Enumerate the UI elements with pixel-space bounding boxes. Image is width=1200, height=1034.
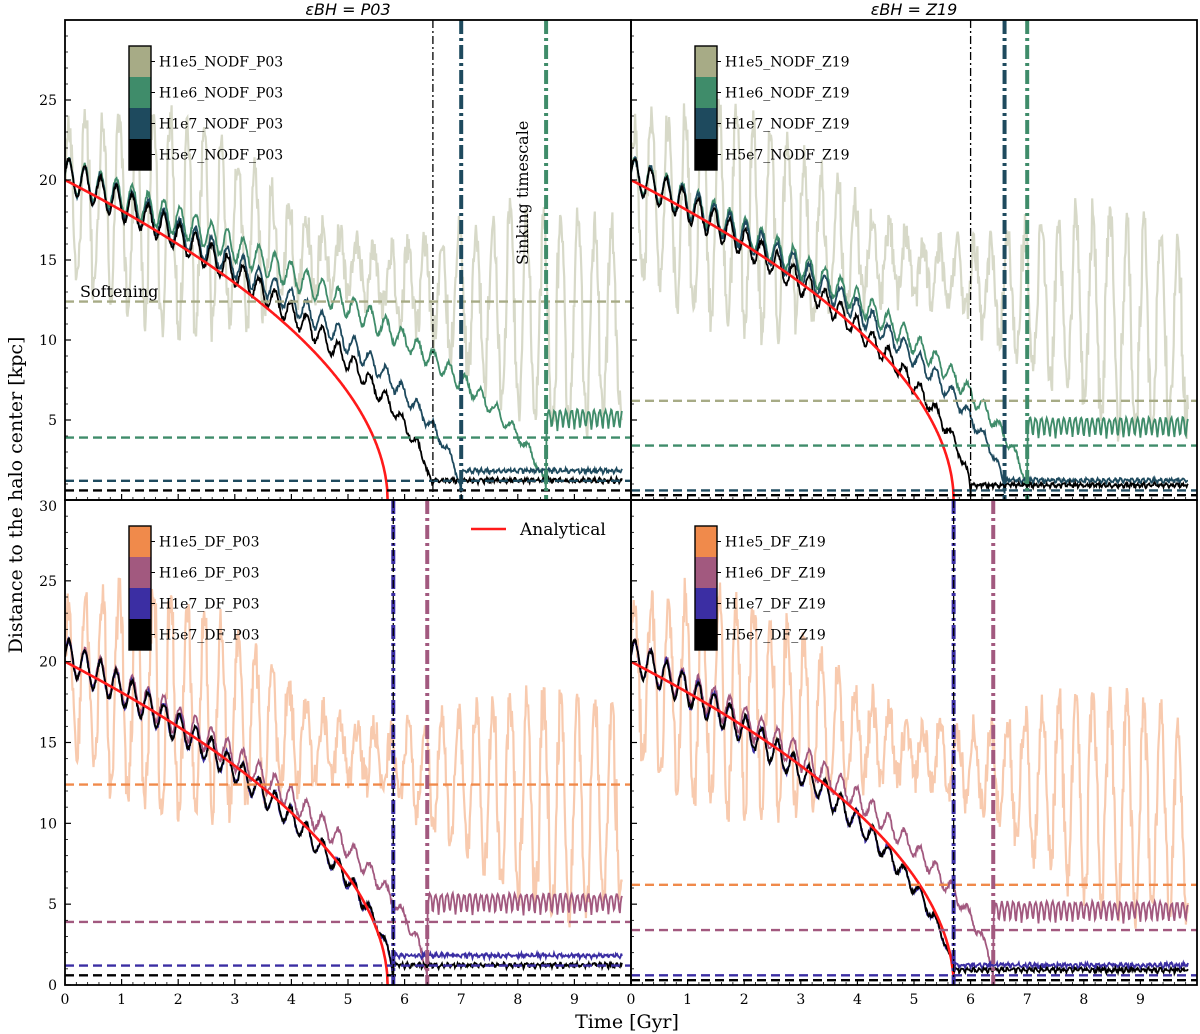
legend-label: H5e7_DF_P03 bbox=[159, 628, 259, 644]
series-line-H1e5_DF_P03 bbox=[65, 577, 623, 928]
legend-swatch bbox=[129, 46, 151, 77]
legend-swatch bbox=[129, 619, 151, 650]
legend-swatch bbox=[695, 588, 717, 619]
x-tick-label: 6 bbox=[966, 992, 975, 1008]
series-line-H5e7_NODF_P03 bbox=[65, 157, 623, 487]
legend-label: H5e7_NODF_Z19 bbox=[725, 148, 850, 164]
legend-swatch bbox=[129, 139, 151, 170]
legend-swatch bbox=[695, 526, 717, 557]
panel-title: εBH = Z19 bbox=[871, 0, 958, 19]
y-tick-label: 30 bbox=[39, 499, 57, 515]
legend-swatch bbox=[129, 77, 151, 108]
legend: H1e5_NODF_Z19 H1e6_NODF_Z19 H1e7_NODF_Z19 H… bbox=[694, 45, 850, 171]
x-tick-label: 7 bbox=[457, 992, 466, 1008]
y-tick-label: 25 bbox=[39, 93, 57, 109]
plot-area bbox=[65, 20, 631, 500]
legend-swatch bbox=[129, 526, 151, 557]
x-tick-label: 7 bbox=[1023, 992, 1032, 1008]
x-tick-label: 9 bbox=[1136, 992, 1145, 1008]
y-tick-label: 20 bbox=[39, 655, 57, 671]
softening-annotation: Softening bbox=[80, 282, 158, 301]
legend: H1e5_NODF_P03 H1e6_NODF_P03 H1e7_NODF_P03 H… bbox=[128, 45, 283, 171]
x-tick-label: 3 bbox=[230, 992, 239, 1008]
legend-frame bbox=[128, 525, 152, 651]
legend-label: H1e7_NODF_P03 bbox=[159, 117, 283, 133]
legend-swatch bbox=[129, 108, 151, 139]
x-tick-label: 1 bbox=[117, 992, 126, 1008]
analytical-line bbox=[65, 178, 389, 500]
legend-label: H1e6_DF_P03 bbox=[159, 566, 259, 582]
analytical-legend-label: Analytical bbox=[519, 520, 606, 540]
legend-label: H1e6_DF_Z19 bbox=[725, 566, 826, 582]
y-tick-label: 15 bbox=[39, 736, 57, 752]
x-tick-label: 3 bbox=[796, 992, 805, 1008]
legend: H1e5_DF_P03 H1e6_DF_P03 H1e7_DF_P03 H5e7_DF… bbox=[128, 525, 259, 651]
series-line-H1e5_NODF_P03 bbox=[65, 105, 623, 438]
legend-swatch bbox=[695, 46, 717, 77]
y-tick-label: 10 bbox=[39, 333, 57, 349]
series-line-H5e7_DF_Z19 bbox=[631, 638, 1189, 977]
series-line-H1e6_DF_Z19 bbox=[631, 638, 1189, 978]
x-tick-label: 8 bbox=[513, 992, 522, 1008]
panel-bottom-left: 0 1 2 3 4 5 6 7 8 9 0 5 10 15 20 25 H1e5_DF_P03 H1e6_DF_P… bbox=[39, 499, 632, 1008]
x-tick-label: 4 bbox=[853, 992, 862, 1008]
legend-swatch bbox=[695, 77, 717, 108]
x-tick-label: 6 bbox=[400, 992, 409, 1008]
legend-label: H1e5_DF_P03 bbox=[159, 535, 259, 551]
legend-label: H1e5_DF_Z19 bbox=[725, 535, 826, 551]
x-tick-label: 2 bbox=[740, 992, 749, 1008]
legend-label: H5e7_DF_Z19 bbox=[725, 628, 826, 644]
legend-swatch bbox=[129, 588, 151, 619]
legend-swatch bbox=[695, 139, 717, 170]
legend-label: H1e5_NODF_P03 bbox=[159, 55, 283, 71]
series-line-H1e6_NODF_P03 bbox=[65, 157, 623, 489]
x-tick-label: 2 bbox=[174, 992, 183, 1008]
series-line-H1e5_NODF_Z19 bbox=[631, 98, 1189, 442]
x-tick-label: 8 bbox=[1079, 992, 1088, 1008]
y-tick-label: 5 bbox=[48, 413, 57, 429]
x-tick-label: 9 bbox=[570, 992, 579, 1008]
legend-swatch bbox=[695, 557, 717, 588]
sinking-annotation: Sinking timescale bbox=[513, 121, 532, 265]
legend-label: H1e7_NODF_Z19 bbox=[725, 117, 850, 133]
x-axis-label: Time [Gyr] bbox=[575, 1011, 679, 1033]
legend-frame bbox=[694, 525, 718, 651]
legend-label: H1e7_DF_P03 bbox=[159, 597, 259, 613]
y-tick-label: 25 bbox=[39, 574, 57, 590]
x-tick-label: 5 bbox=[910, 992, 919, 1008]
y-tick-label: 15 bbox=[39, 253, 57, 269]
panel-top-left: 5 10 15 20 25 30 εBH = P03 H1e5_NODF_P03 H1e6_NO… bbox=[39, 0, 632, 515]
legend-swatch bbox=[129, 557, 151, 588]
legend-frame bbox=[128, 45, 152, 171]
panel-bottom-right: 0 1 2 3 4 5 6 7 8 9 H1e5_DF_Z19 H1e6_DF_Z19 H1e7_DF_… bbox=[627, 499, 1198, 1008]
series-line-H1e7_DF_P03 bbox=[65, 636, 623, 977]
y-tick-label: 10 bbox=[39, 816, 57, 832]
legend-label: H1e7_DF_Z19 bbox=[725, 597, 826, 613]
y-tick-label: 0 bbox=[48, 978, 57, 994]
legend-frame bbox=[694, 45, 718, 171]
legend-swatch bbox=[695, 619, 717, 650]
x-tick-label: 0 bbox=[61, 992, 70, 1008]
legend-label: H5e7_NODF_P03 bbox=[159, 148, 283, 164]
panel-top-right: εBH = Z19 H1e5_NODF_Z19 H1e6_NODF_Z19 H1e7_… bbox=[630, 0, 1198, 501]
y-tick-label: 5 bbox=[48, 897, 57, 913]
y-axis-label: Distance to the halo center [kpc] bbox=[5, 337, 27, 654]
legend-label: H1e6_NODF_P03 bbox=[159, 86, 283, 102]
analytical-line bbox=[65, 660, 389, 985]
plot-area bbox=[65, 500, 631, 985]
x-tick-label: 5 bbox=[344, 992, 353, 1008]
legend: H1e5_DF_Z19 H1e6_DF_Z19 H1e7_DF_Z19 H5e7_DF… bbox=[694, 525, 826, 651]
analytical-line bbox=[631, 660, 955, 985]
legend-label: H1e6_NODF_Z19 bbox=[725, 86, 850, 102]
x-tick-label: 1 bbox=[683, 992, 692, 1008]
series-line-H1e7_NODF_Z19 bbox=[631, 155, 1189, 494]
x-tick-label: 4 bbox=[287, 992, 296, 1008]
legend-label: H1e5_NODF_Z19 bbox=[725, 55, 850, 71]
panel-title: εBH = P03 bbox=[305, 0, 390, 19]
legend-swatch bbox=[695, 108, 717, 139]
x-tick-label: 0 bbox=[627, 992, 636, 1008]
y-tick-label: 20 bbox=[39, 173, 57, 189]
analytical-line bbox=[631, 178, 955, 500]
